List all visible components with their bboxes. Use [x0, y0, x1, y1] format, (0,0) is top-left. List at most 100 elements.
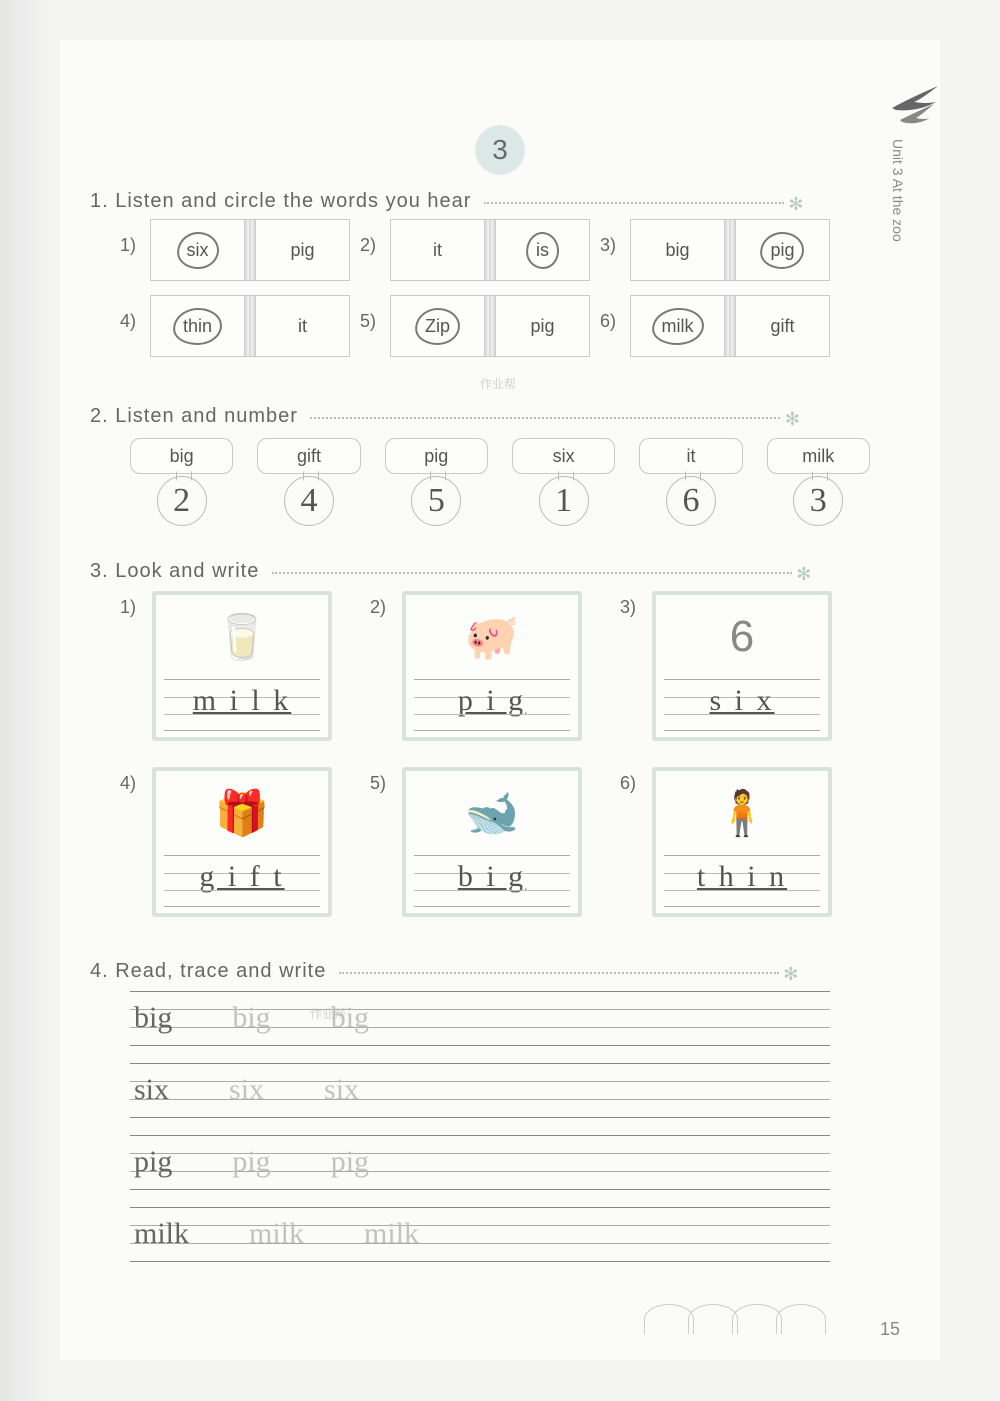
section-2: 2. Listen and number ✻ big2 gift4 pig5 six1… [90, 405, 870, 526]
book-spine [484, 220, 496, 280]
unit-label: Unit 3 At the zoo [890, 135, 906, 242]
number-item: milk3 [767, 438, 870, 526]
flower-icon: ✻ [785, 409, 803, 427]
cloud-decoration [650, 1304, 850, 1344]
word-trace: six [324, 1073, 359, 1106]
word-left: thin [151, 296, 244, 356]
word-right: gift [736, 296, 829, 356]
look-write-item: 6)🧍t h i n [620, 767, 870, 917]
writing-lines: s i x [664, 679, 820, 731]
word-left: it [391, 220, 484, 280]
item-number: 5) [370, 767, 402, 794]
book-box: sixpig [150, 219, 350, 281]
item-number: 1) [120, 591, 152, 618]
word-right: pig [496, 296, 589, 356]
word-right: pig [736, 220, 829, 280]
word-trace: pig [331, 1145, 369, 1178]
item-number: 4) [120, 767, 152, 794]
picture-icon: 🎁 [156, 771, 328, 855]
word-right: it [256, 296, 349, 356]
word-trace: six [229, 1073, 264, 1106]
listen-circle-item: 6)milkgift [600, 295, 840, 357]
worksheet-page: 3 Unit 3 At the zoo 1. Listen and circle… [60, 40, 940, 1360]
listen-circle-item: 2)itis [360, 219, 600, 281]
word-box: milk [767, 438, 870, 474]
word-box: six [512, 438, 615, 474]
item-number: 2) [360, 219, 390, 256]
picture-box: 🥛m i l k [152, 591, 332, 741]
number-item: gift4 [257, 438, 360, 526]
book-spine [484, 296, 496, 356]
listen-circle-item: 4)thinit [120, 295, 360, 357]
section-3: 3. Look and write ✻ 1)🥛m i l k 2)🐖 p i g 3)… [90, 560, 870, 943]
book-box: thinit [150, 295, 350, 357]
dotted-line [310, 417, 780, 419]
scan-edge [0, 0, 52, 1401]
item-number: 4) [120, 295, 150, 332]
flower-icon: ✻ [783, 964, 801, 982]
number-item: it6 [639, 438, 742, 526]
book-spine [724, 220, 736, 280]
look-write-item: 3)6s i x [620, 591, 870, 741]
number-item: big2 [130, 438, 233, 526]
listen-circle-item: 1)sixpig [120, 219, 360, 281]
book-spine [244, 296, 256, 356]
word-left: big [631, 220, 724, 280]
look-write-item: 2)🐖 p i g [370, 591, 620, 741]
number-item: six1 [512, 438, 615, 526]
flower-icon: ✻ [796, 564, 814, 582]
look-write-item: 4)🎁 g i f t [120, 767, 370, 917]
page-badge: 3 [475, 125, 525, 175]
section-1: 1. Listen and circle the words you hear … [90, 190, 870, 371]
answer-text: g i f t [164, 860, 320, 894]
section1-title: 1. Listen and circle the words you hear [90, 190, 471, 212]
answer-circle: 1 [539, 476, 589, 526]
answer-circle: 2 [157, 476, 207, 526]
picture-icon: 🐖 [406, 595, 578, 679]
section3-title: 3. Look and write [90, 560, 259, 582]
answer-text: s i x [664, 684, 820, 718]
picture-box: 🐋b i g [402, 767, 582, 917]
answer-text: t h i n [664, 860, 820, 894]
book-box: milkgift [630, 295, 830, 357]
picture-box: 6s i x [652, 591, 832, 741]
word-right: is [496, 220, 589, 280]
picture-icon: 🥛 [156, 595, 328, 679]
word-main: milk [134, 1217, 189, 1250]
bird-icon [890, 80, 940, 130]
trace-line: milk milk milk [130, 1207, 830, 1265]
dotted-line [484, 202, 784, 204]
answer-circle: 4 [284, 476, 334, 526]
item-number: 2) [370, 591, 402, 618]
answer-text: b i g [414, 860, 570, 894]
word-left: milk [631, 296, 724, 356]
section2-title: 2. Listen and number [90, 405, 298, 427]
answer-text: p i g [414, 684, 570, 718]
dotted-line [339, 972, 779, 974]
writing-lines: m i l k [164, 679, 320, 731]
section-4: 4. Read, trace and write ✻ bigbigbigsixs… [90, 960, 870, 1279]
item-number: 6) [600, 295, 630, 332]
item-number: 3) [600, 219, 630, 256]
trace-words: sixsixsix [134, 1073, 359, 1107]
section4-title: 4. Read, trace and write [90, 960, 326, 982]
word-trace: milk [364, 1217, 419, 1250]
trace-words: milk milk milk [134, 1217, 419, 1251]
book-box: itis [390, 219, 590, 281]
writing-lines: p i g [414, 679, 570, 731]
word-trace: pig [232, 1145, 270, 1178]
book-spine [244, 220, 256, 280]
trace-words: pigpigpig [134, 1145, 369, 1179]
word-main: big [134, 1001, 172, 1034]
word-trace: big [232, 1001, 270, 1034]
number-item: pig5 [385, 438, 488, 526]
book-spine [724, 296, 736, 356]
answer-circle: 3 [793, 476, 843, 526]
trace-line: sixsixsix [130, 1063, 830, 1121]
look-write-item: 5)🐋b i g [370, 767, 620, 917]
trace-line: pigpigpig [130, 1135, 830, 1193]
item-number: 6) [620, 767, 652, 794]
listen-circle-item: 5)Zippig [360, 295, 600, 357]
word-trace: milk [249, 1217, 304, 1250]
answer-circle: 5 [411, 476, 461, 526]
